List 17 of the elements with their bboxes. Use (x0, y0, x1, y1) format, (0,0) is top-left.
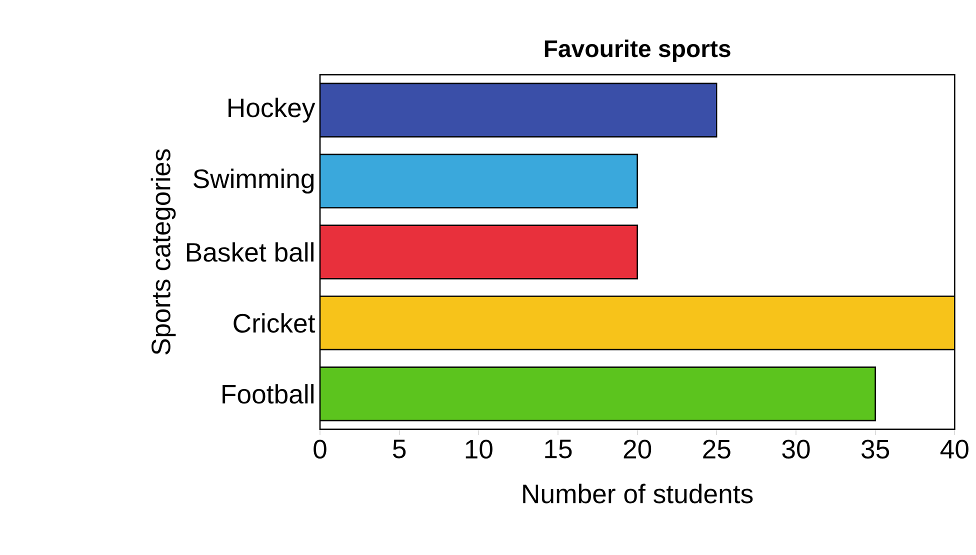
y-axis-title: Sports categories (150, 149, 176, 355)
x-tick-label: 30 (782, 440, 810, 459)
chart-title: Favourite sports (544, 40, 730, 62)
x-tick-label: 25 (703, 440, 730, 459)
y-tick-label: Cricket (234, 313, 316, 333)
x-tick-label: 10 (466, 440, 492, 459)
x-tick-label: 40 (940, 440, 968, 459)
x-tick-label: 0 (314, 440, 326, 459)
x-tick-label: 35 (862, 440, 890, 459)
y-tick-label: Football (222, 384, 314, 404)
x-axis-title: Number of students (523, 484, 753, 504)
y-tick-label: Hockey (228, 98, 316, 123)
x-tick-label: 5 (392, 440, 406, 458)
y-tick-label: Basket ball (187, 242, 314, 262)
x-tick-label: 20 (624, 440, 652, 459)
x-tick-label: 15 (545, 440, 572, 458)
y-tick-label: Swimming (194, 168, 314, 194)
